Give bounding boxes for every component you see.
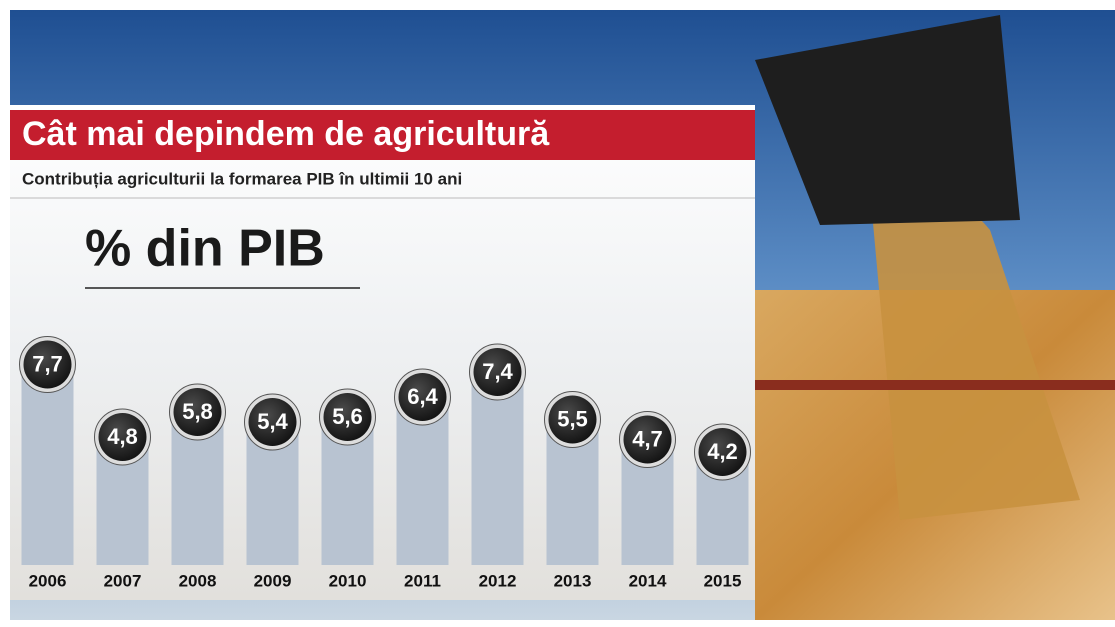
chart: Cât mai depindem de agricultură Contribu…	[0, 0, 1115, 627]
chart-subtitle: Contribuția agriculturii la formarea PIB…	[22, 169, 462, 188]
bar	[322, 425, 374, 565]
value-label: 7,4	[482, 359, 513, 384]
x-tick-label: 2007	[104, 571, 142, 590]
x-tick-label: 2014	[629, 571, 667, 590]
value-label: 4,8	[107, 424, 138, 449]
x-tick-label: 2011	[404, 571, 441, 590]
bar	[397, 405, 449, 565]
value-label: 5,5	[557, 406, 588, 431]
value-label: 7,7	[32, 351, 63, 376]
bar	[547, 428, 599, 566]
value-label: 5,4	[257, 409, 288, 434]
x-tick-label: 2008	[179, 571, 217, 590]
value-label: 5,6	[332, 404, 363, 429]
x-tick-label: 2009	[254, 571, 292, 590]
value-label: 5,8	[182, 399, 213, 424]
value-label: 4,7	[632, 426, 663, 451]
bar	[172, 420, 224, 565]
x-tick-label: 2012	[479, 571, 517, 590]
page: Cât mai depindem de agricultură Contribu…	[0, 0, 1115, 627]
y-label: % din PIB	[85, 220, 325, 278]
chart-title: Cât mai depindem de agricultură	[22, 115, 550, 153]
bar	[472, 380, 524, 565]
x-tick-label: 2015	[704, 571, 742, 590]
x-tick-label: 2010	[329, 571, 367, 590]
trailer-edge	[755, 380, 1115, 390]
x-tick-label: 2006	[29, 571, 67, 590]
bar	[22, 373, 74, 566]
x-tick-label: 2013	[554, 571, 592, 590]
value-label: 6,4	[407, 384, 438, 409]
value-label: 4,2	[707, 439, 738, 464]
